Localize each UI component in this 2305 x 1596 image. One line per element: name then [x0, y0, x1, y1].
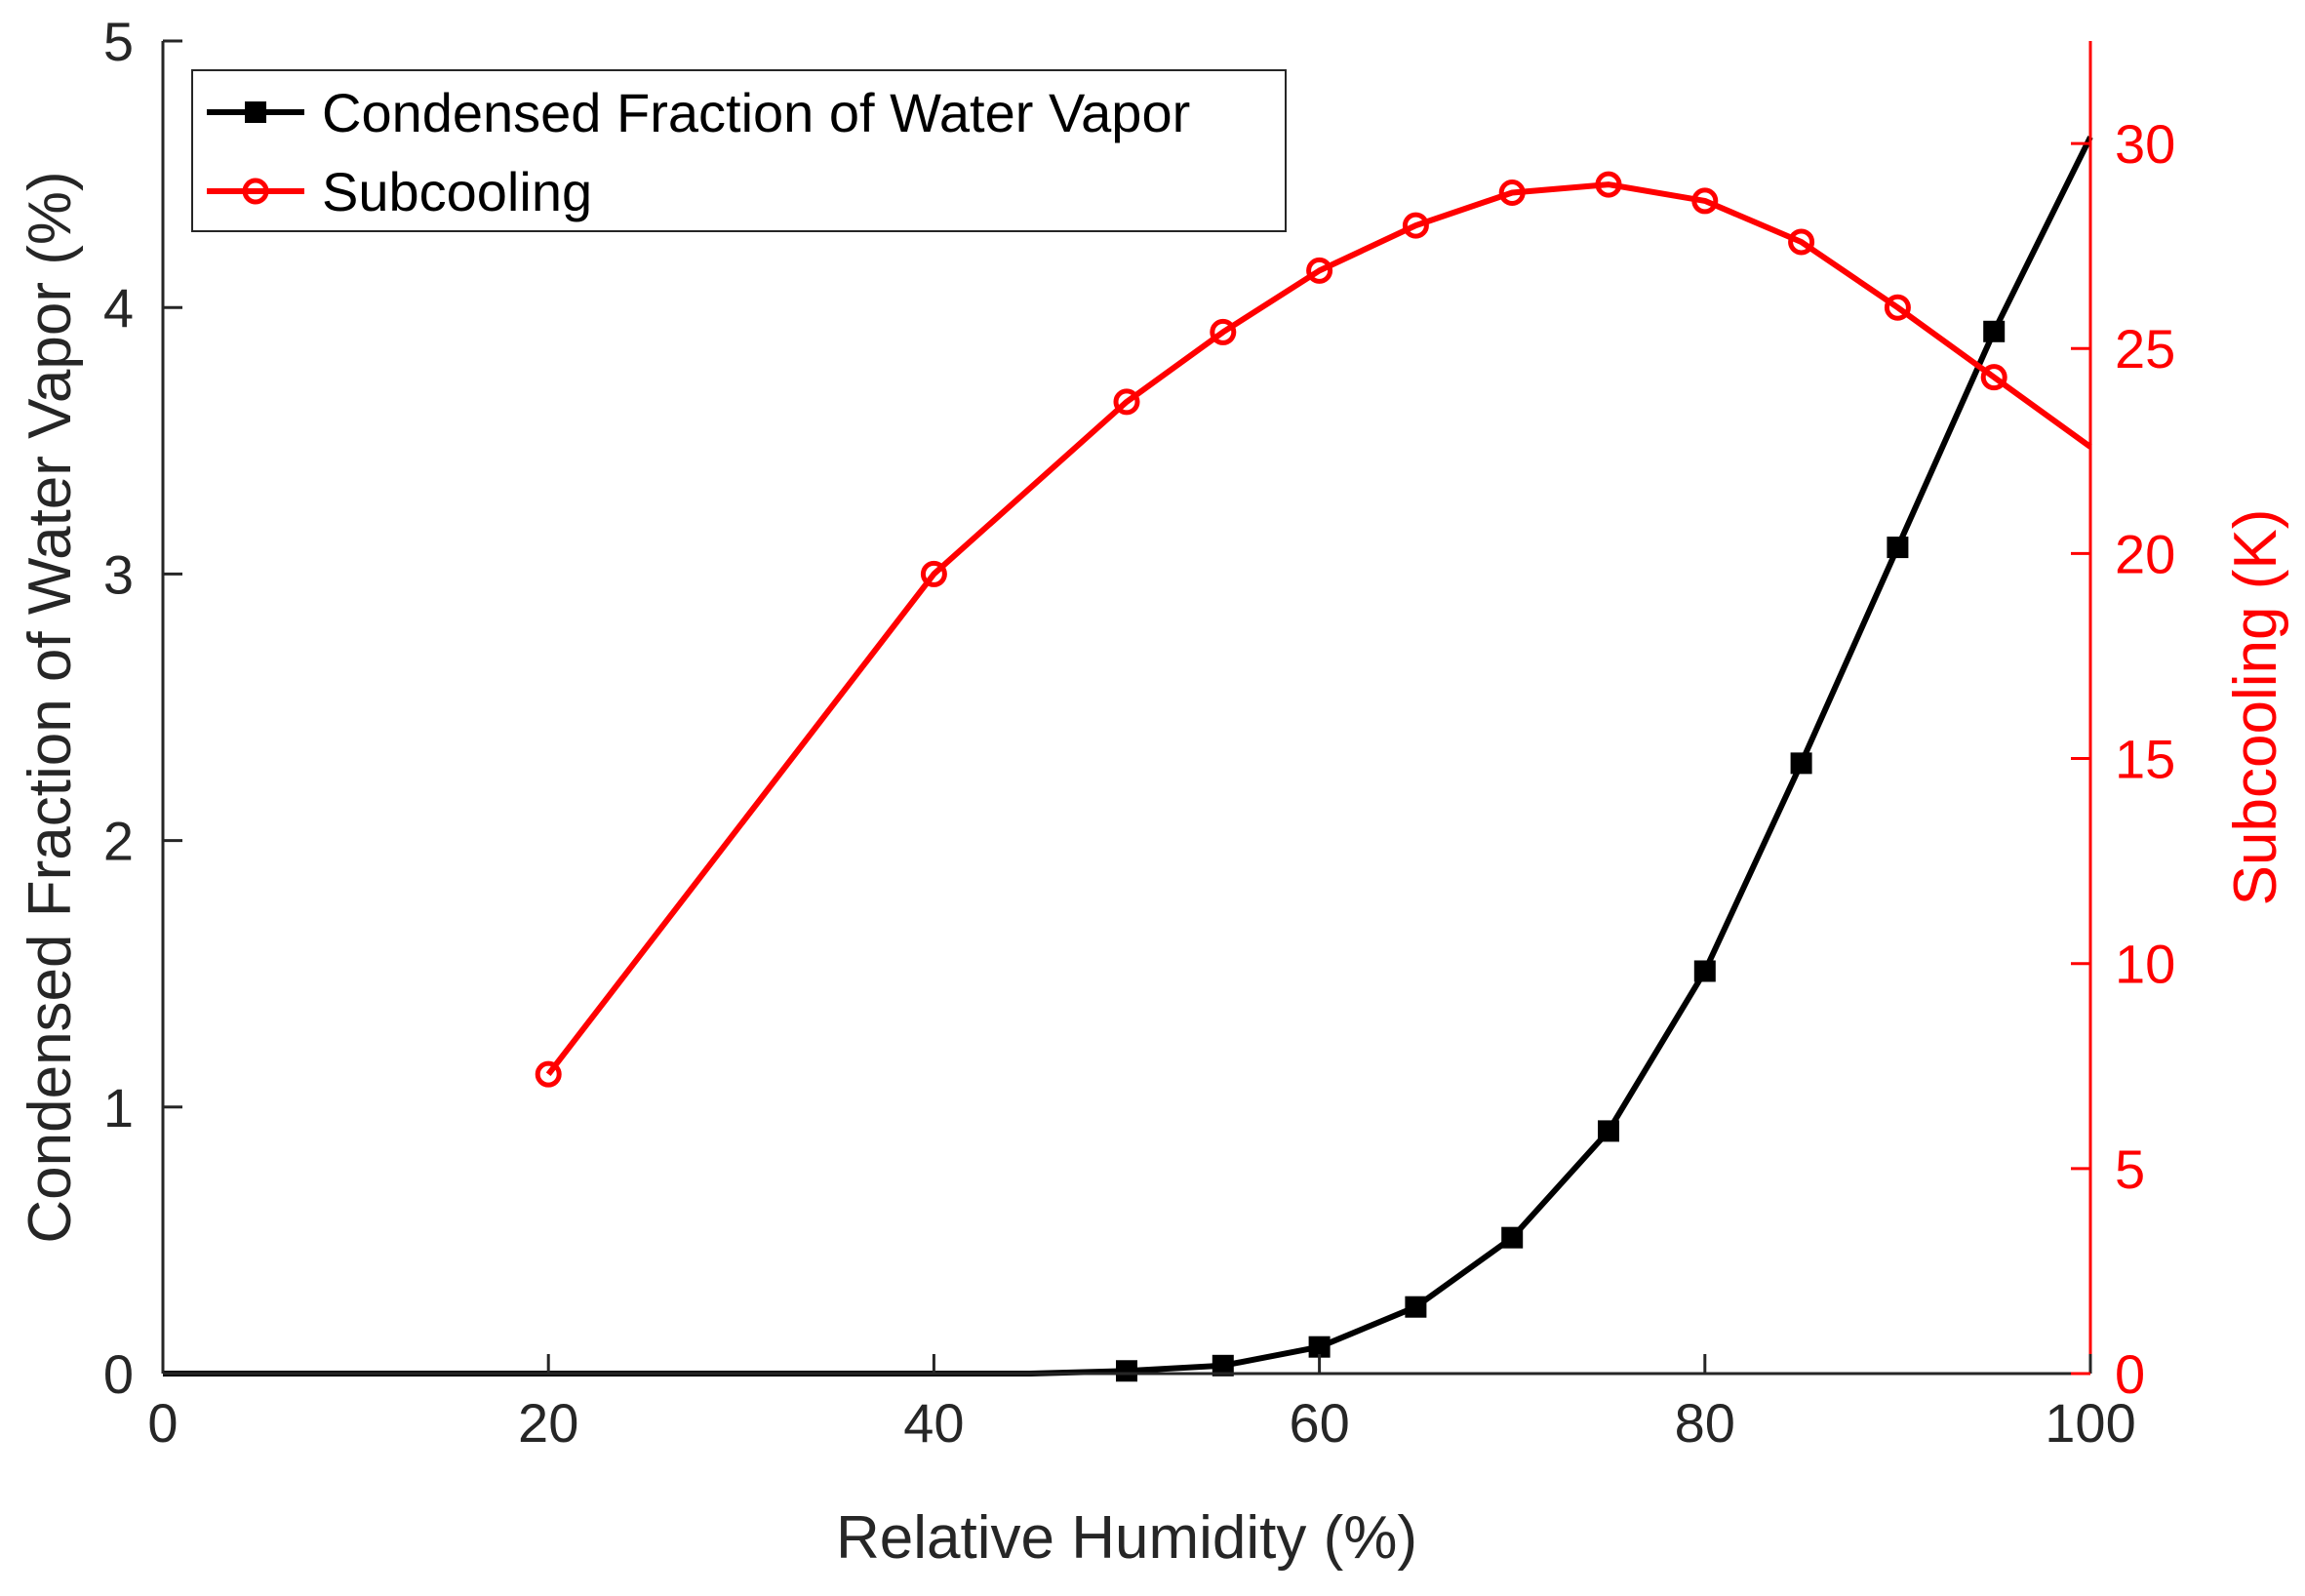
legend-marker-condensed — [245, 101, 266, 123]
data-point-condensed-fraction-of-water-vapor — [1308, 1336, 1331, 1358]
data-point-condensed-fraction-of-water-vapor — [1887, 537, 1909, 559]
legend-box — [191, 69, 1287, 232]
right-y-tick-label: 5 — [2115, 1138, 2145, 1200]
data-point-subcooling — [1884, 294, 1911, 321]
axes-layer — [161, 41, 2092, 1376]
x-tick-label: 100 — [2045, 1392, 2135, 1454]
x-tick-label: 80 — [1675, 1392, 1735, 1454]
legend-label-subcooling: Subcooling — [322, 161, 592, 222]
legend-label-condensed: Condensed Fraction of Water Vapor — [322, 82, 1190, 143]
data-point-condensed-fraction-of-water-vapor — [1212, 1354, 1234, 1377]
x-tick-label: 60 — [1289, 1392, 1349, 1454]
series-line-subcooling — [545, 181, 2092, 1077]
data-point-condensed-fraction-of-water-vapor — [1598, 1120, 1619, 1142]
right-y-tick-label: 20 — [2115, 523, 2175, 584]
data-point-condensed-fraction-of-water-vapor — [1501, 1226, 1524, 1249]
left-y-tick-label: 2 — [103, 811, 134, 872]
data-point-subcooling — [1788, 228, 1815, 256]
right-y-axis-title: Subcooling (K) — [2222, 509, 2289, 906]
data-point-subcooling — [1691, 187, 1719, 215]
data-point-subcooling — [1498, 180, 1526, 207]
data-point-subcooling — [1210, 318, 1237, 345]
data-point-subcooling — [1402, 212, 1429, 239]
x-tick-label: 0 — [147, 1392, 178, 1454]
left-y-tick-label: 4 — [103, 277, 134, 339]
right-y-tick-label: 30 — [2115, 113, 2175, 175]
left-y-tick-label: 1 — [103, 1077, 134, 1138]
right-y-tick-label: 15 — [2115, 729, 2175, 790]
data-point-condensed-fraction-of-water-vapor — [1116, 1360, 1137, 1382]
x-tick-label: 40 — [903, 1392, 964, 1454]
x-tick-label: 20 — [518, 1392, 578, 1454]
data-point-condensed-fraction-of-water-vapor — [1790, 752, 1812, 775]
data-point-subcooling — [920, 560, 947, 587]
data-point-condensed-fraction-of-water-vapor — [1405, 1296, 1427, 1318]
data-point-subcooling — [1113, 388, 1140, 416]
data-point-subcooling — [535, 1060, 562, 1088]
right-y-tick-label: 10 — [2115, 934, 2175, 995]
left-y-tick-label: 0 — [103, 1343, 134, 1405]
left-y-tick-label: 3 — [103, 543, 134, 605]
right-y-tick-label: 0 — [2115, 1343, 2145, 1405]
data-point-subcooling — [1306, 257, 1333, 284]
left-y-axis-title: Condensed Fraction of Water Vapor (%) — [17, 171, 84, 1243]
data-point-subcooling — [1595, 171, 1622, 198]
legend-marker-subcooling — [242, 178, 269, 205]
right-y-tick-label: 25 — [2115, 318, 2175, 379]
data-point-condensed-fraction-of-water-vapor — [1693, 960, 1716, 982]
legend: Condensed Fraction of Water Vapor Subcoo… — [191, 69, 1287, 232]
left-y-tick-label: 5 — [103, 11, 134, 72]
data-point-condensed-fraction-of-water-vapor — [1983, 320, 2006, 342]
data-point-subcooling — [1980, 364, 2007, 391]
x-axis-title: Relative Humidity (%) — [836, 1504, 1417, 1572]
